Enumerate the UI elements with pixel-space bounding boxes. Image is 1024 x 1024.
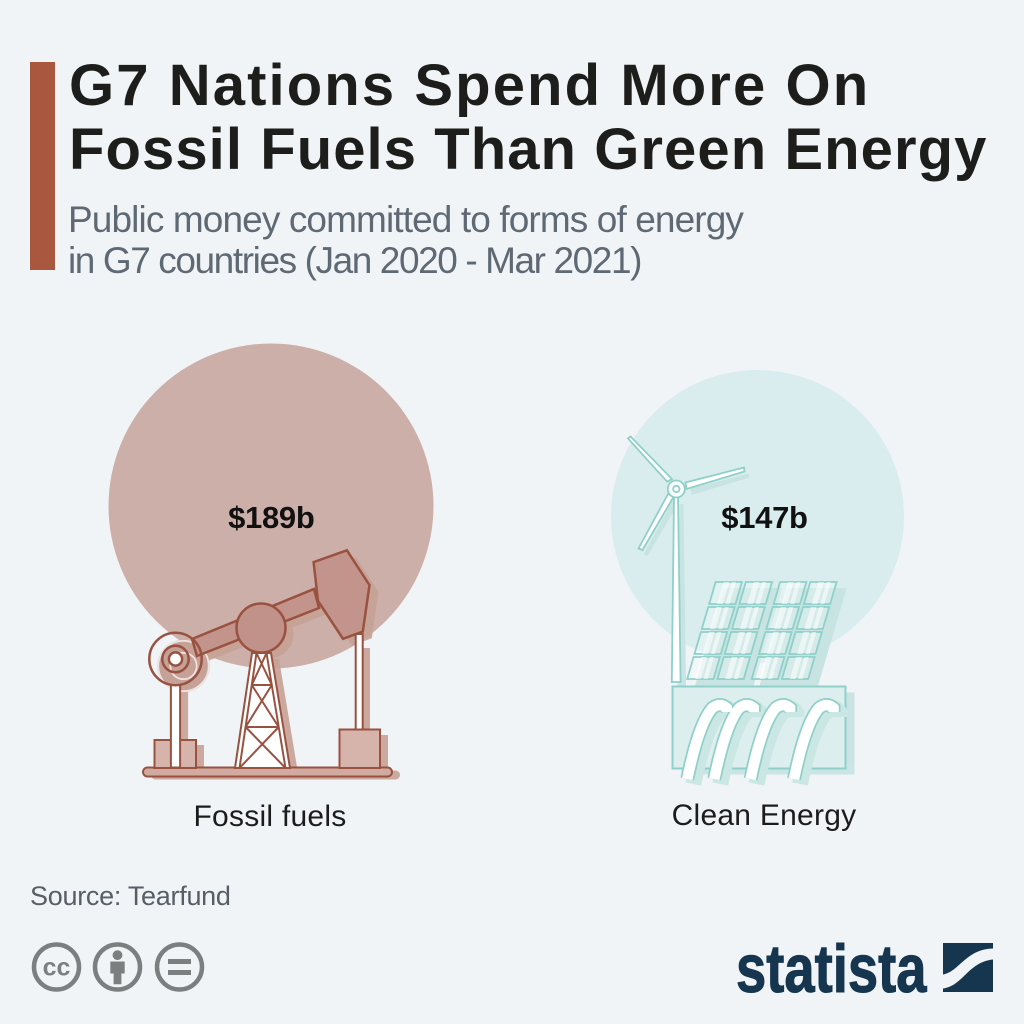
svg-text:cc: cc: [43, 954, 71, 982]
